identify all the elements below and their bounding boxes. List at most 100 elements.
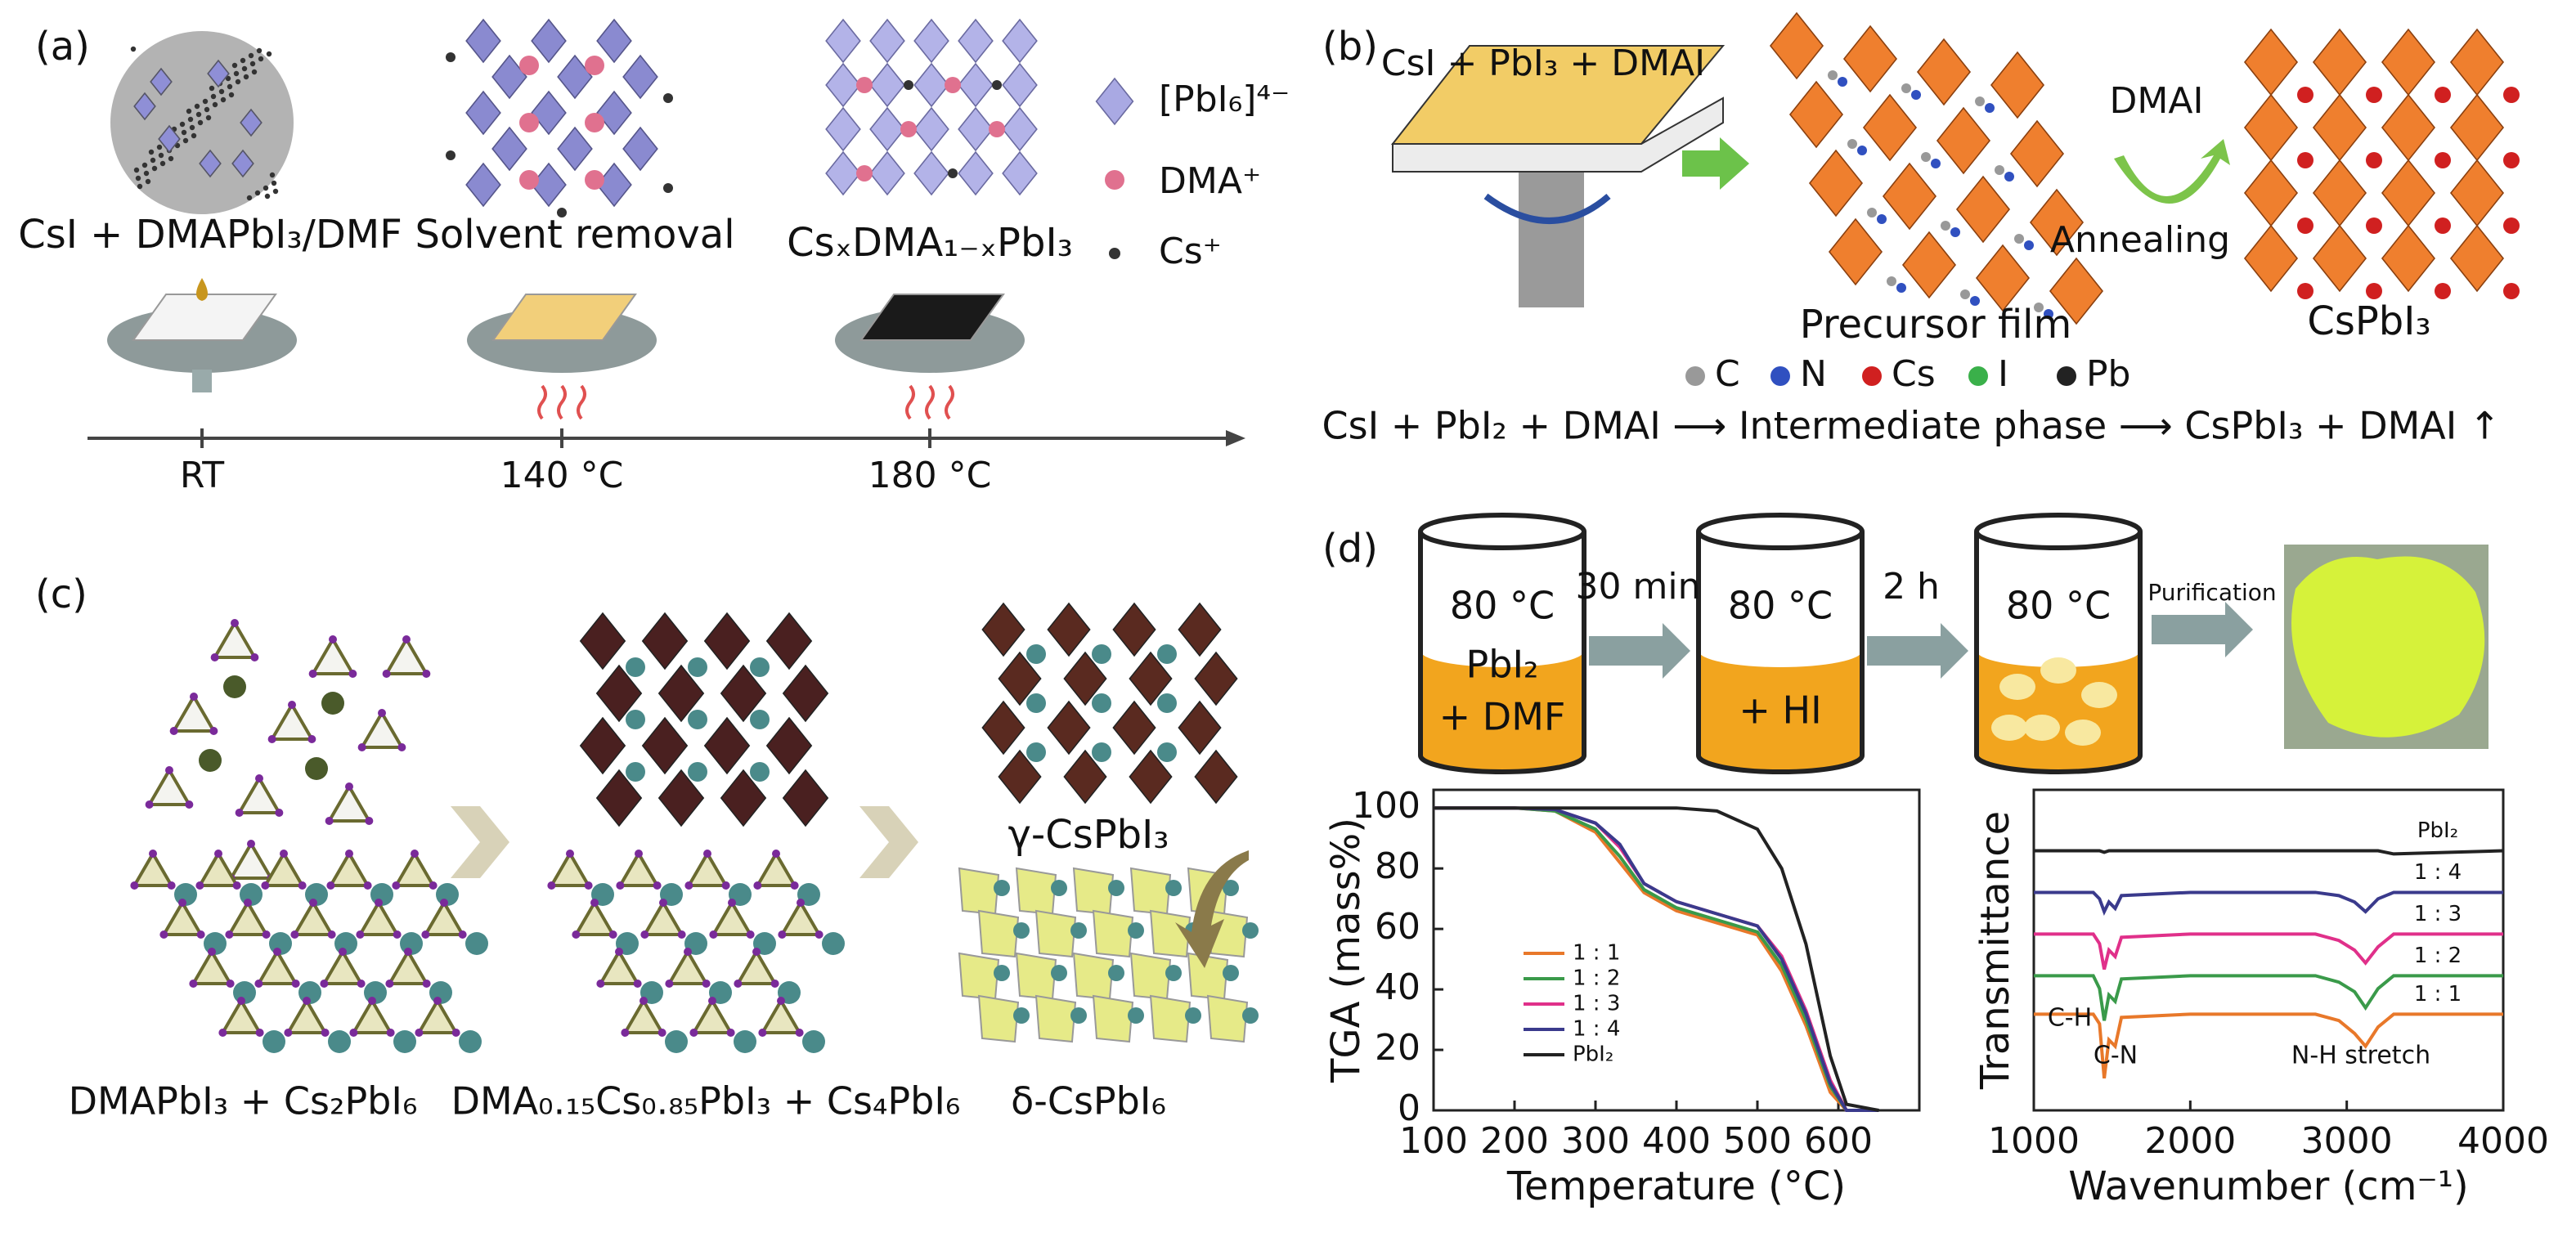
i-atom (349, 1029, 358, 1037)
annotation: C-N (2094, 1042, 2138, 1070)
cs-atom (1165, 880, 1182, 896)
i-atom (572, 930, 581, 939)
i-atom (429, 881, 438, 890)
polyhedron (236, 775, 282, 814)
i-atom (159, 930, 168, 939)
octahedron (1178, 602, 1222, 657)
stage-label: DMA₀.₁₅Cs₀.₈₅PbI₃ + Cs₄PbI₆ (451, 1079, 961, 1123)
solute-dot (151, 165, 158, 172)
i-atom (262, 930, 271, 939)
i-atom (185, 800, 194, 809)
cs-atom (2297, 152, 2313, 168)
solute-dot (272, 188, 279, 195)
i-atom (237, 997, 245, 1005)
heat-wave (905, 384, 915, 420)
cs-ion (948, 168, 958, 178)
octahedron (825, 106, 861, 152)
temperature-label: 80 °C (1450, 584, 1555, 628)
polyhedron (359, 710, 405, 749)
cs-atom (1223, 965, 1239, 981)
step-label: Purification (2147, 579, 2276, 606)
beaker (1418, 531, 1586, 774)
i-atom (255, 774, 263, 782)
content-label: PbI₂ (1466, 643, 1539, 687)
polyhedron (160, 899, 204, 936)
x-tick-label: 100 (1399, 1120, 1468, 1162)
i-atom (404, 948, 412, 956)
polyhedron (1015, 952, 1057, 1001)
process-arrow (1682, 137, 1749, 190)
dma-ion (519, 113, 539, 132)
series-line (1434, 806, 1879, 1112)
i-atom (375, 899, 383, 907)
crystal (2040, 657, 2076, 684)
i-atom (307, 735, 316, 743)
c-atom (1960, 289, 1970, 299)
octahedron (240, 108, 263, 137)
i-atom (703, 850, 711, 858)
octahedron (641, 716, 689, 775)
solute-dot (194, 103, 200, 110)
element-key (1685, 366, 1705, 386)
spin-arrow (1483, 193, 1611, 224)
i-atom (633, 980, 642, 988)
substrate (859, 294, 1005, 341)
c-atom (1887, 276, 1896, 286)
droplet (196, 278, 208, 301)
i-atom (702, 980, 711, 988)
polyhedron (146, 767, 192, 806)
i-atom (415, 1029, 424, 1037)
cs-atom (2366, 87, 2382, 103)
n-atom (1857, 146, 1867, 155)
precursor-octahedron (1916, 38, 1972, 106)
i-atom (250, 653, 259, 661)
octahedron (1112, 602, 1156, 657)
polyhedron (190, 948, 234, 985)
step-arrow (1867, 623, 1968, 679)
octahedron (1002, 18, 1038, 64)
series-line (2034, 890, 2503, 917)
product-octahedron (2243, 224, 2299, 293)
product-octahedron (2449, 224, 2505, 293)
octahedron (595, 769, 643, 827)
panel-label: (a) (35, 24, 90, 69)
octahedron (981, 700, 1025, 755)
product-octahedron (2243, 93, 2299, 162)
cs-atom (626, 657, 645, 677)
solute-dot (130, 46, 137, 52)
cs-atom (626, 710, 645, 729)
i-atom (291, 980, 300, 988)
polyhedron (754, 850, 798, 887)
crystal (2081, 682, 2117, 708)
i-atom (167, 881, 176, 890)
i-atom (653, 881, 662, 890)
product-octahedron (2449, 28, 2505, 96)
precursor-octahedron (2029, 188, 2085, 257)
solute-dot (269, 172, 276, 178)
octahedron (1063, 749, 1107, 805)
precursor-octahedron (1788, 80, 1844, 149)
cs-atom (2366, 217, 2382, 234)
solute-dot (258, 56, 264, 62)
polyhedron (386, 948, 430, 985)
i-atom (145, 800, 154, 809)
y-axis-label: Transmittance (1972, 811, 2018, 1090)
series-line (1434, 806, 1879, 1112)
solute-dot (228, 92, 235, 98)
octahedron (981, 602, 1025, 657)
i-atom (149, 850, 157, 858)
octahedron (622, 126, 658, 172)
polyhedron (641, 899, 685, 936)
precursor-octahedron (1808, 149, 1864, 217)
i-atom (397, 743, 406, 751)
polyhedron (131, 850, 175, 887)
cs-atom (1108, 965, 1124, 981)
beaker (1974, 531, 2143, 774)
octahedron (720, 664, 767, 723)
polyhedron (350, 998, 394, 1034)
element-label: I (1998, 353, 2008, 395)
polyhedron (255, 948, 299, 985)
crystal (1999, 674, 2035, 700)
legend-label: Cs⁺ (1159, 231, 1222, 272)
polyhedron (1034, 994, 1077, 1043)
